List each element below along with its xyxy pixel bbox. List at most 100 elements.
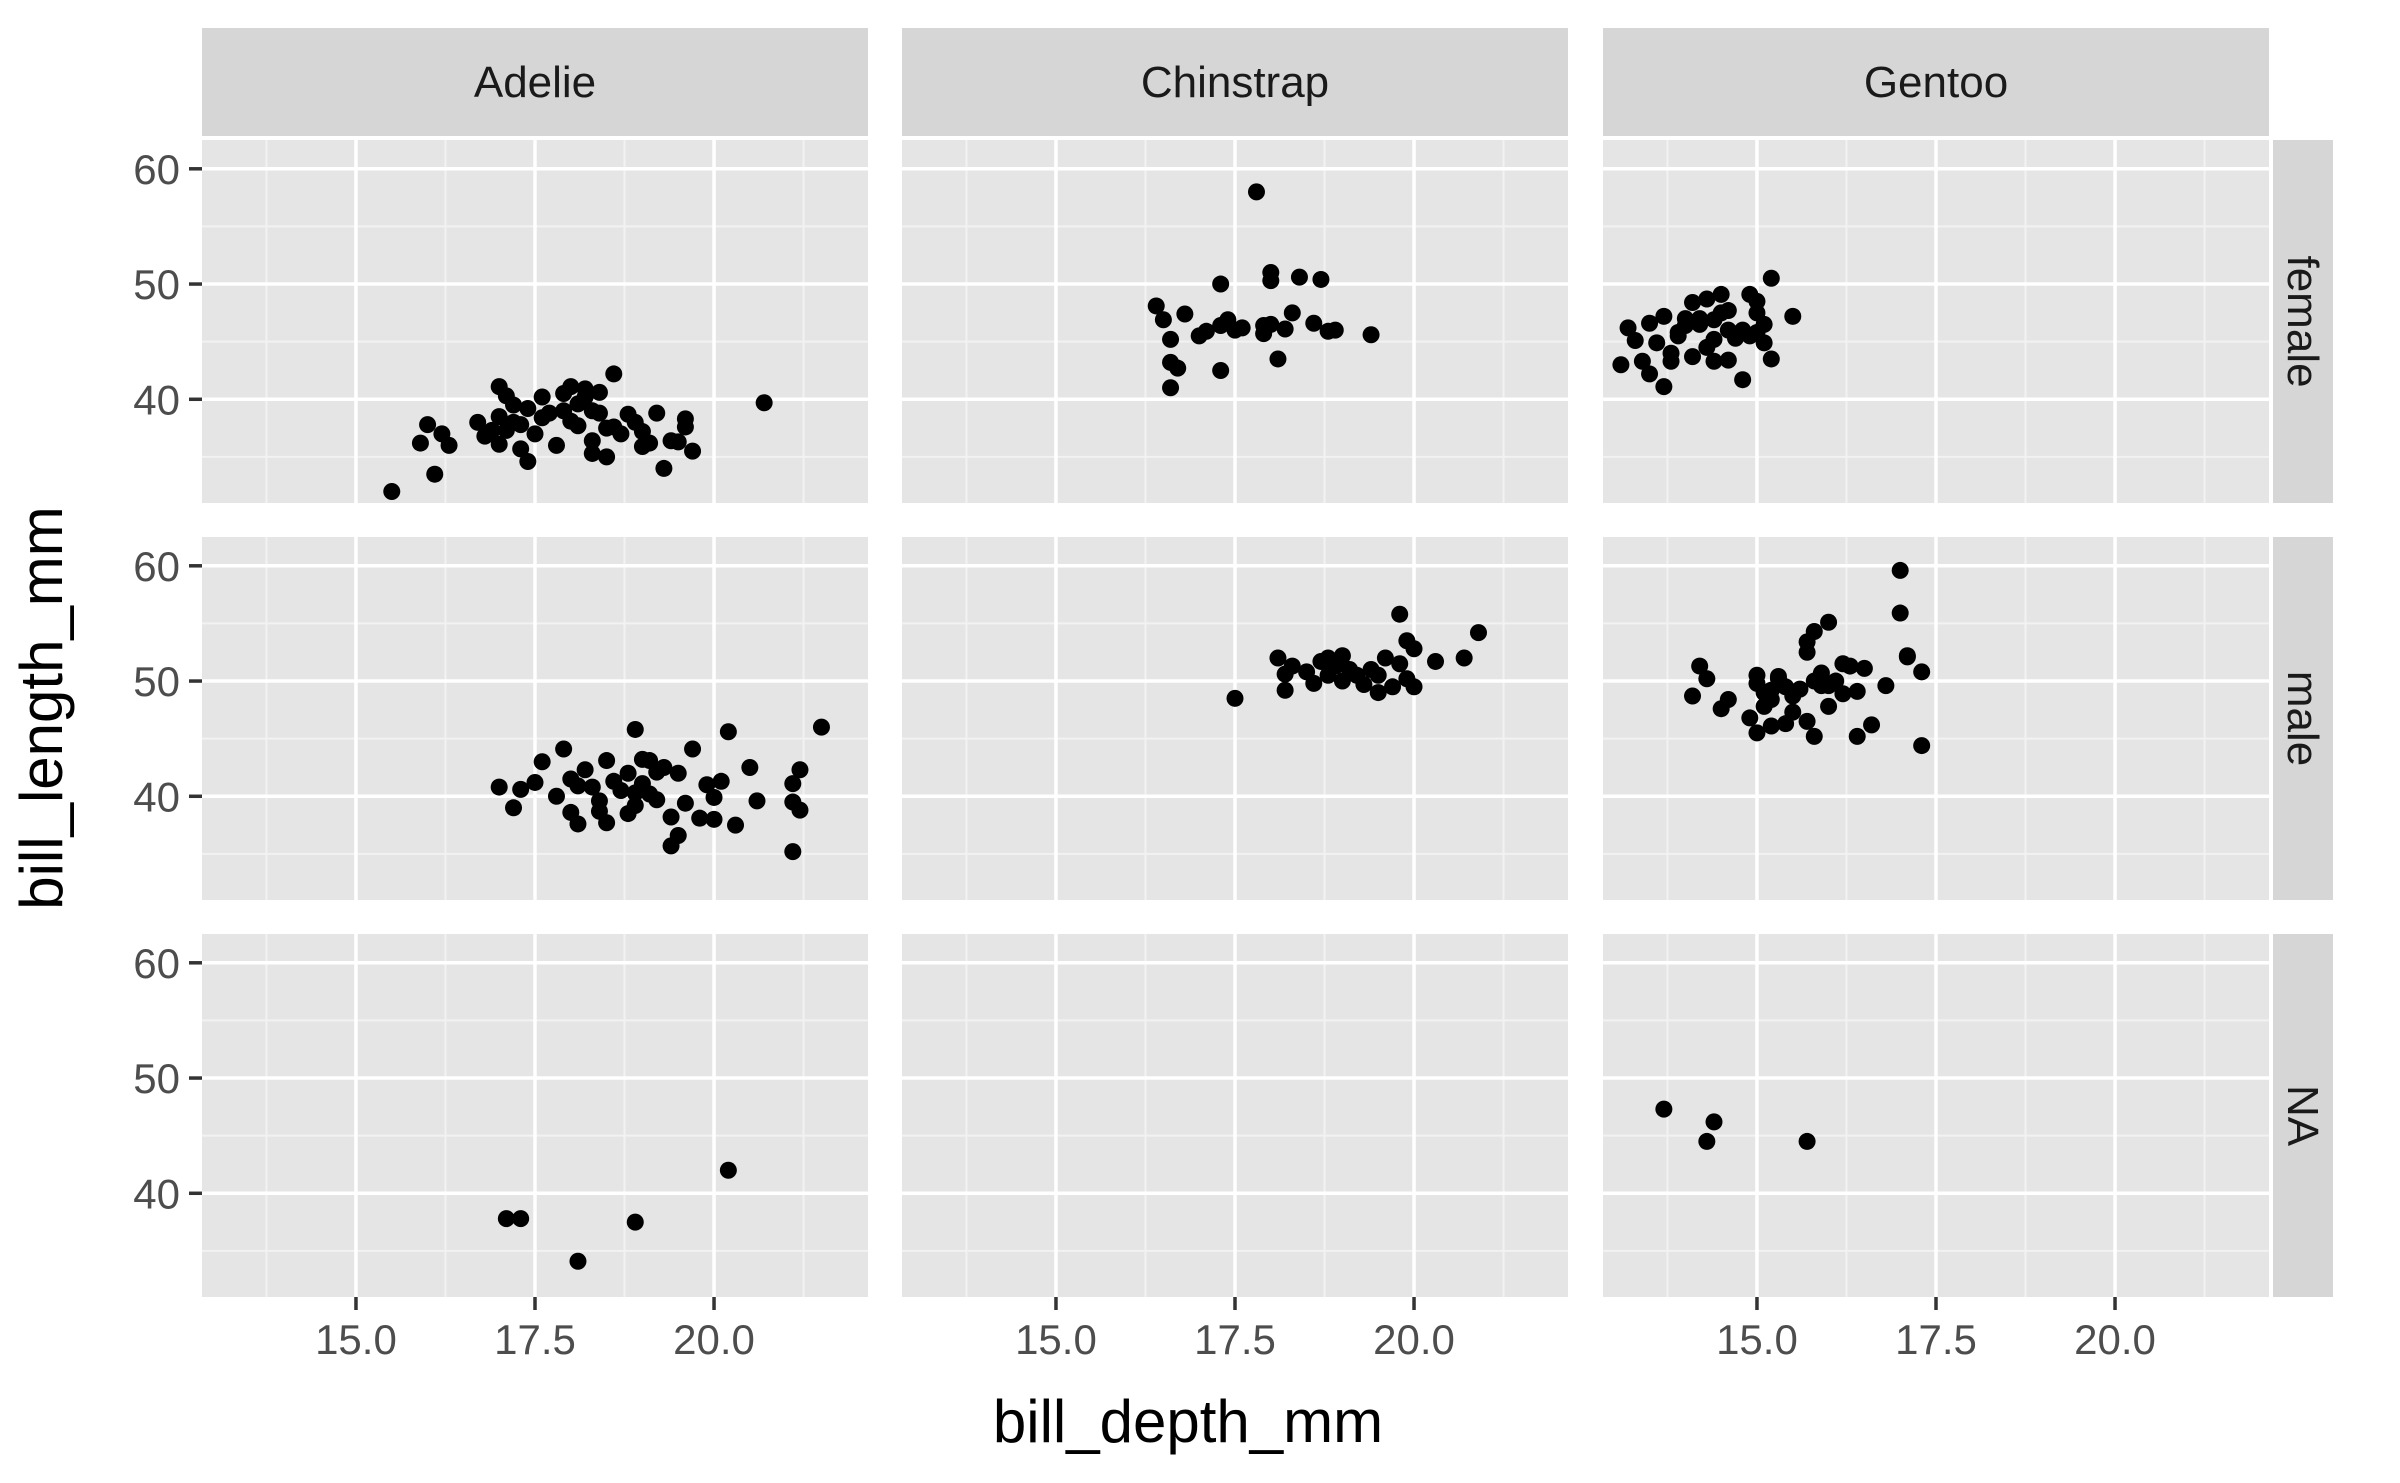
x-tick-label: 20.0 bbox=[2074, 1316, 2156, 1363]
data-point-gentoo-male bbox=[1834, 685, 1852, 703]
x-tick-label: 20.0 bbox=[673, 1316, 755, 1363]
data-point-chinstrap-female bbox=[1283, 304, 1301, 322]
data-point-gentoo-male bbox=[1691, 657, 1709, 675]
data-point-gentoo-male bbox=[1784, 703, 1802, 721]
data-point-adelie-male bbox=[626, 720, 644, 738]
data-point-adelie-female bbox=[419, 416, 437, 434]
y-tick-label: 40 bbox=[133, 773, 180, 820]
data-point-adelie-male bbox=[583, 778, 601, 796]
data-point-gentoo-male bbox=[1898, 647, 1916, 665]
data-point-chinstrap-female bbox=[1269, 350, 1287, 368]
data-point-adelie-male bbox=[626, 784, 644, 802]
data-point-adelie-male bbox=[619, 764, 637, 782]
data-point-chinstrap-female bbox=[1362, 326, 1380, 344]
data-point-adelie-female bbox=[590, 383, 608, 401]
data-point-gentoo-male bbox=[1748, 724, 1766, 742]
data-point-gentoo-female bbox=[1641, 314, 1659, 332]
data-point-chinstrap-female bbox=[1212, 361, 1230, 379]
data-point-adelie-male bbox=[784, 775, 802, 793]
data-point-adelie-na bbox=[497, 1210, 515, 1228]
column-strip-label: Adelie bbox=[474, 58, 596, 107]
data-point-adelie-male bbox=[590, 802, 608, 820]
data-point-chinstrap-female bbox=[1233, 319, 1251, 337]
row-strip-label: female bbox=[2278, 255, 2327, 387]
data-point-gentoo-male bbox=[1891, 604, 1909, 622]
data-point-adelie-male bbox=[648, 763, 666, 781]
data-point-adelie-male bbox=[705, 788, 723, 806]
data-point-adelie-female bbox=[648, 404, 666, 422]
data-point-gentoo-na bbox=[1655, 1100, 1673, 1118]
data-point-chinstrap-male bbox=[1283, 657, 1301, 675]
data-point-adelie-female bbox=[583, 444, 601, 462]
panel-chinstrap-male bbox=[902, 537, 1568, 900]
data-point-chinstrap-female bbox=[1212, 275, 1230, 293]
x-tick-label: 15.0 bbox=[1015, 1316, 1097, 1363]
data-point-gentoo-male bbox=[1913, 663, 1931, 681]
data-point-adelie-female bbox=[669, 433, 687, 451]
data-point-adelie-male bbox=[648, 791, 666, 809]
data-point-gentoo-female bbox=[1748, 323, 1766, 341]
data-point-gentoo-female bbox=[1619, 319, 1637, 337]
data-point-chinstrap-female bbox=[1305, 314, 1323, 332]
data-point-adelie-male bbox=[626, 797, 644, 815]
data-point-adelie-female bbox=[411, 434, 429, 452]
data-point-adelie-male bbox=[533, 753, 551, 771]
data-point-adelie-female bbox=[598, 448, 616, 466]
data-point-adelie-male bbox=[812, 718, 830, 736]
y-tick-label: 60 bbox=[133, 146, 180, 193]
data-point-adelie-female bbox=[676, 410, 694, 428]
panel-chinstrap-na bbox=[902, 934, 1568, 1297]
data-point-gentoo-na bbox=[1705, 1113, 1723, 1131]
data-point-gentoo-male bbox=[1877, 677, 1895, 695]
data-point-adelie-male bbox=[698, 776, 716, 794]
data-point-gentoo-female bbox=[1719, 351, 1737, 369]
data-point-chinstrap-female bbox=[1247, 183, 1265, 201]
data-point-chinstrap-male bbox=[1226, 689, 1244, 707]
data-point-gentoo-male bbox=[1820, 697, 1838, 715]
data-point-gentoo-female bbox=[1705, 352, 1723, 370]
data-point-adelie-male bbox=[676, 794, 694, 812]
data-point-gentoo-male bbox=[1855, 659, 1873, 677]
data-point-adelie-female bbox=[469, 413, 487, 431]
data-point-gentoo-male bbox=[1762, 681, 1780, 699]
data-point-gentoo-male bbox=[1848, 682, 1866, 700]
data-point-adelie-female bbox=[576, 380, 594, 398]
data-point-adelie-male bbox=[598, 752, 616, 770]
panel-adelie-female bbox=[202, 140, 868, 503]
data-point-adelie-male bbox=[691, 809, 709, 827]
data-point-adelie-female bbox=[483, 421, 501, 439]
data-point-adelie-male bbox=[576, 761, 594, 779]
data-point-adelie-female bbox=[590, 404, 608, 422]
y-tick-label: 50 bbox=[133, 1055, 180, 1102]
data-point-gentoo-female bbox=[1684, 293, 1702, 311]
data-point-adelie-na bbox=[719, 1161, 737, 1179]
data-point-adelie-male bbox=[741, 758, 759, 776]
row-strip bbox=[2273, 934, 2333, 1297]
y-tick-label: 50 bbox=[133, 261, 180, 308]
data-point-gentoo-female bbox=[1633, 352, 1651, 370]
data-point-chinstrap-female bbox=[1262, 315, 1280, 333]
data-point-adelie-female bbox=[533, 388, 551, 406]
x-tick-label: 15.0 bbox=[1716, 1316, 1798, 1363]
data-point-chinstrap-male bbox=[1384, 678, 1402, 696]
data-point-chinstrap-female bbox=[1290, 268, 1308, 286]
data-point-gentoo-female bbox=[1784, 307, 1802, 325]
data-point-adelie-male bbox=[490, 778, 508, 796]
data-point-gentoo-male bbox=[1741, 709, 1759, 727]
data-point-adelie-female bbox=[655, 459, 673, 477]
data-point-gentoo-male bbox=[1820, 613, 1838, 631]
data-point-adelie-female bbox=[526, 425, 544, 443]
data-point-adelie-male bbox=[569, 777, 587, 795]
x-tick-label: 17.5 bbox=[1895, 1316, 1977, 1363]
data-point-gentoo-female bbox=[1734, 371, 1752, 389]
data-point-adelie-male bbox=[505, 799, 523, 817]
data-point-adelie-male bbox=[684, 740, 702, 758]
data-point-adelie-female bbox=[505, 396, 523, 414]
data-point-chinstrap-female bbox=[1312, 270, 1330, 288]
x-tick-label: 15.0 bbox=[315, 1316, 397, 1363]
data-point-gentoo-male bbox=[1812, 664, 1830, 682]
data-point-gentoo-female bbox=[1612, 356, 1630, 374]
data-point-gentoo-male bbox=[1848, 727, 1866, 745]
data-point-gentoo-female bbox=[1762, 350, 1780, 368]
data-point-adelie-male bbox=[555, 740, 573, 758]
